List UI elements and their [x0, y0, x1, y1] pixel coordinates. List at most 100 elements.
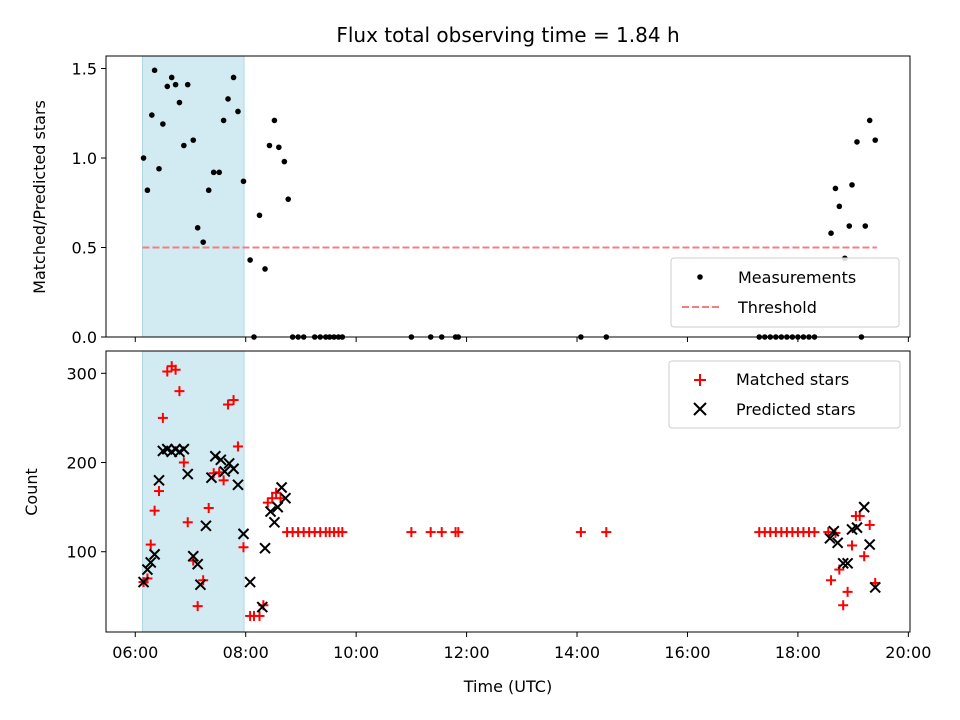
predicted-stars-point: [187, 550, 199, 562]
measurements-point: [164, 83, 171, 90]
matched-stars-point: [842, 586, 853, 597]
predicted-stars-point: [153, 474, 165, 487]
predicted-stars-point: [264, 505, 277, 518]
matched-stars-point: [174, 386, 185, 397]
matched-stars-point: [275, 493, 286, 504]
predicted-stars-point: [141, 563, 154, 576]
predicted-stars-point: [869, 581, 881, 594]
measurements-point: [846, 223, 853, 229]
measurements-point: [854, 139, 860, 145]
measurements-point: [149, 112, 155, 118]
matched-stars-point: [162, 366, 173, 377]
measurements-point: [225, 96, 231, 102]
predicted-stars-point: [863, 538, 876, 551]
top-y-axis-label: Matched/Predicted stars: [30, 100, 49, 294]
predicted-stars-point: [841, 557, 854, 570]
predicted-stars-point: [209, 450, 222, 462]
matched-stars-point: [192, 601, 203, 612]
measurements-point: [281, 158, 288, 165]
measurements-point: [216, 169, 223, 176]
measurements-point: [285, 196, 292, 202]
predicted-stars-point: [178, 443, 190, 455]
predicted-stars-point: [215, 454, 227, 466]
measurements-point: [210, 169, 217, 176]
predicted-stars-point: [279, 492, 292, 504]
x-tick-label: 08:00: [223, 643, 269, 662]
predicted-stars-point: [244, 576, 256, 588]
x-tick-label: 18:00: [775, 643, 821, 662]
matched-stars-point: [157, 412, 168, 423]
matched-stars-point: [826, 575, 837, 586]
x-tick-label: 16:00: [664, 643, 710, 662]
measurements-point: [832, 185, 839, 192]
matched-stars-point: [178, 457, 189, 468]
predicted-stars-point: [219, 465, 231, 478]
top-legend-box: [670, 257, 900, 328]
matched-stars-point: [154, 486, 165, 497]
bottom-panel-frame: [105, 350, 911, 633]
top-legend: Measurements Threshold: [670, 257, 900, 328]
matched-stars-point: [838, 600, 849, 611]
predicted-stars-point: [205, 471, 218, 484]
matched-stars-point: [203, 503, 214, 514]
predicted-stars-legend-label: Predicted stars: [736, 400, 856, 419]
measurements-legend-label: Measurements: [738, 268, 856, 287]
top-y-tick-label: 1.0: [72, 149, 97, 168]
matched-stars-point: [337, 527, 348, 538]
matched-stars-point: [809, 527, 820, 538]
matched-stars-point: [232, 441, 243, 452]
measurements-point: [144, 187, 151, 194]
predicted-stars-point: [831, 537, 844, 549]
predicted-stars-point: [256, 601, 268, 613]
matched-stars-point: [223, 399, 234, 410]
measurements-point: [200, 239, 206, 245]
top-panel-frame: [105, 55, 911, 338]
matched-stars-point: [575, 527, 586, 538]
bottom-panel: 100 200 300 06:00 08:00 10:00 12:00 14:00 16:00…: [22, 350, 931, 696]
predicted-stars-point: [227, 463, 240, 475]
predicted-stars-point: [259, 542, 271, 554]
matched-stars-point: [149, 505, 160, 516]
top-y-tick-label: 0.5: [72, 239, 97, 258]
predicted-stars-point: [828, 525, 840, 537]
predicted-stars-legend-marker: [693, 402, 707, 416]
measurements-point: [151, 67, 158, 74]
measurements-point: [262, 266, 268, 272]
predicted-stars-point: [191, 558, 204, 570]
matched-stars-point: [170, 364, 181, 375]
measurements-point: [176, 99, 183, 106]
predicted-stars-point: [182, 468, 194, 480]
predicted-stars-point: [268, 516, 281, 528]
bottom-y-tick-label: 300: [66, 364, 97, 383]
matched-stars-point: [218, 475, 229, 486]
bottom-y-tick-label: 100: [66, 543, 97, 562]
measurements-point: [194, 225, 201, 231]
measurements-point: [140, 155, 147, 161]
measurements-point: [266, 142, 273, 149]
matched-stars-point: [198, 575, 209, 586]
predicted-stars-point: [851, 521, 863, 534]
top-panel: 0.0 0.5 1.0 1.5 Matched/Predicted stars Mea…: [30, 55, 911, 347]
measurements-point: [168, 74, 175, 81]
matched-stars-point: [425, 527, 436, 538]
measurements-point: [247, 257, 253, 263]
measurements-legend-marker: [697, 274, 703, 280]
measurements-point: [276, 144, 282, 151]
measurements-point: [156, 165, 162, 172]
predicted-stars-point: [275, 481, 288, 494]
measurements-point: [172, 81, 179, 88]
x-tick-label: 14:00: [554, 643, 600, 662]
matched-stars-legend-label: Matched stars: [736, 370, 849, 389]
bottom-legend: Matched stars Predicted stars: [668, 360, 901, 429]
x-tick-label: 20:00: [885, 643, 931, 662]
measurements-point: [866, 117, 873, 124]
top-observing-window-span: [141, 55, 245, 338]
measurements-point: [862, 223, 869, 229]
measurements-point: [256, 212, 263, 219]
measurements-point: [849, 182, 855, 188]
x-axis-label: Time (UTC): [463, 677, 552, 696]
matched-stars-point: [238, 542, 249, 553]
measurements-point: [235, 108, 241, 115]
matched-stars-point: [453, 527, 464, 538]
